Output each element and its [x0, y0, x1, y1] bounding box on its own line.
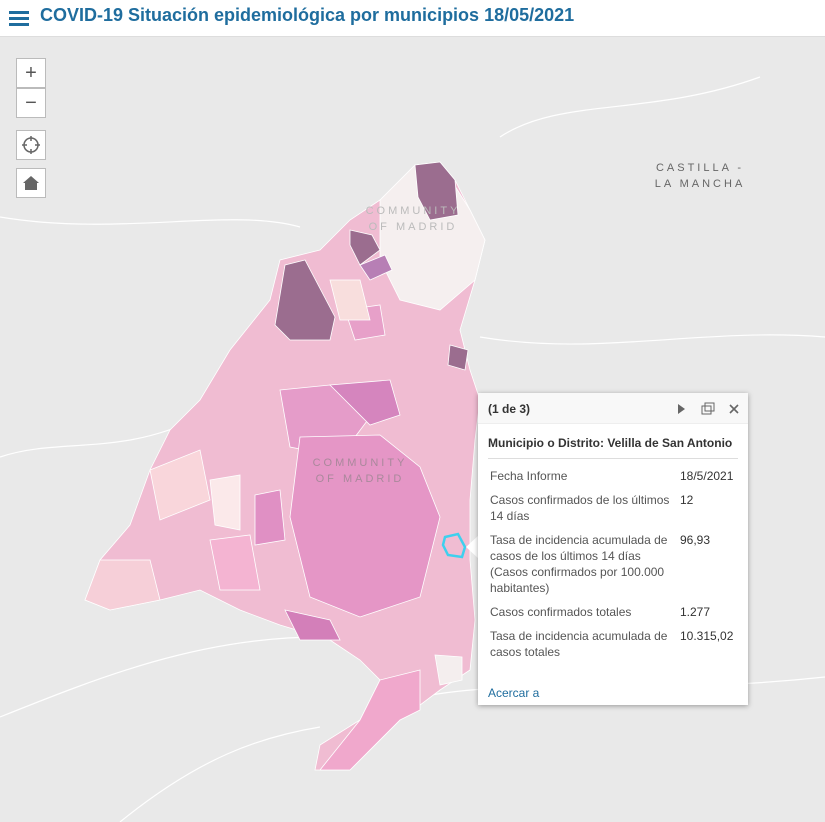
attribute-name: Casos confirmados de los últimos 14 días: [490, 493, 670, 523]
municipalities: [84, 161, 486, 771]
separator: [488, 458, 738, 459]
menu-icon[interactable]: [9, 10, 29, 26]
attribute-value: 1.277: [680, 605, 711, 619]
label-line: OF MADRID: [315, 473, 405, 485]
attribute-value: 12: [680, 493, 694, 507]
attribute-row: Tasa de incidencia acumulada de casos to…: [490, 628, 740, 660]
popup-header: [478, 393, 748, 424]
map[interactable]: [0, 37, 825, 822]
header: COVID-19 Situación epidemiológica por mu…: [0, 0, 825, 37]
attribute-name: Fecha Informe: [490, 469, 568, 483]
popup-tools[interactable]: [674, 401, 744, 417]
attribute-value: 18/5/2021: [680, 469, 734, 483]
popup-title: Municipio o Distrito: Velilla de San Ant…: [488, 436, 733, 450]
attribute-row: Casos confirmados de los últimos 14 días…: [490, 492, 740, 524]
label-line: COMMUNITY: [312, 457, 408, 469]
attribute-name: Casos confirmados totales: [490, 605, 632, 619]
label-line: CASTILLA -: [655, 162, 745, 174]
region-label: COMMUNITY OF MADRID: [358, 203, 468, 235]
locate-button[interactable]: [16, 130, 46, 160]
zoom-in[interactable]: +: [16, 58, 46, 88]
region-label: COMMUNITY OF MADRID: [305, 455, 415, 487]
attribute-row: Casos confirmados totales 1.277: [490, 604, 740, 620]
attribute-table: Fecha Informe 18/5/2021 Casos confirmados …: [490, 468, 740, 668]
popup: (1 de 3) Municipio o Distrito: Velilla d…: [478, 393, 748, 705]
zoom-out[interactable]: −: [16, 88, 46, 118]
locate-icon: [22, 136, 40, 154]
label-line: OF MADRID: [368, 221, 458, 233]
page-title: COVID-19 Situación epidemiológica por mu…: [40, 5, 575, 25]
attribute-name: Tasa de incidencia acumulada de casos to…: [490, 629, 668, 659]
home-button[interactable]: [16, 168, 46, 198]
attribute-value: 96,93: [680, 533, 711, 547]
popup-pointer: [466, 535, 479, 559]
label-line: LA MANCHA: [654, 178, 746, 190]
selected-feature[interactable]: [441, 532, 467, 559]
zoom-to-link[interactable]: Acercar a: [488, 686, 540, 700]
region-label: CASTILLA - LA MANCHA: [640, 160, 760, 192]
popup-pager: (1 de 3): [488, 402, 531, 416]
home-icon: [23, 176, 39, 190]
attribute-row: Fecha Informe 18/5/2021: [490, 468, 740, 484]
attribute-value: 10.315,02: [680, 629, 734, 643]
attribute-name: Tasa de incidencia acumulada de casos de…: [490, 533, 668, 595]
label-line: COMMUNITY: [365, 205, 461, 217]
attribute-row: Tasa de incidencia acumulada de casos de…: [490, 532, 740, 596]
roads: [0, 76, 825, 822]
